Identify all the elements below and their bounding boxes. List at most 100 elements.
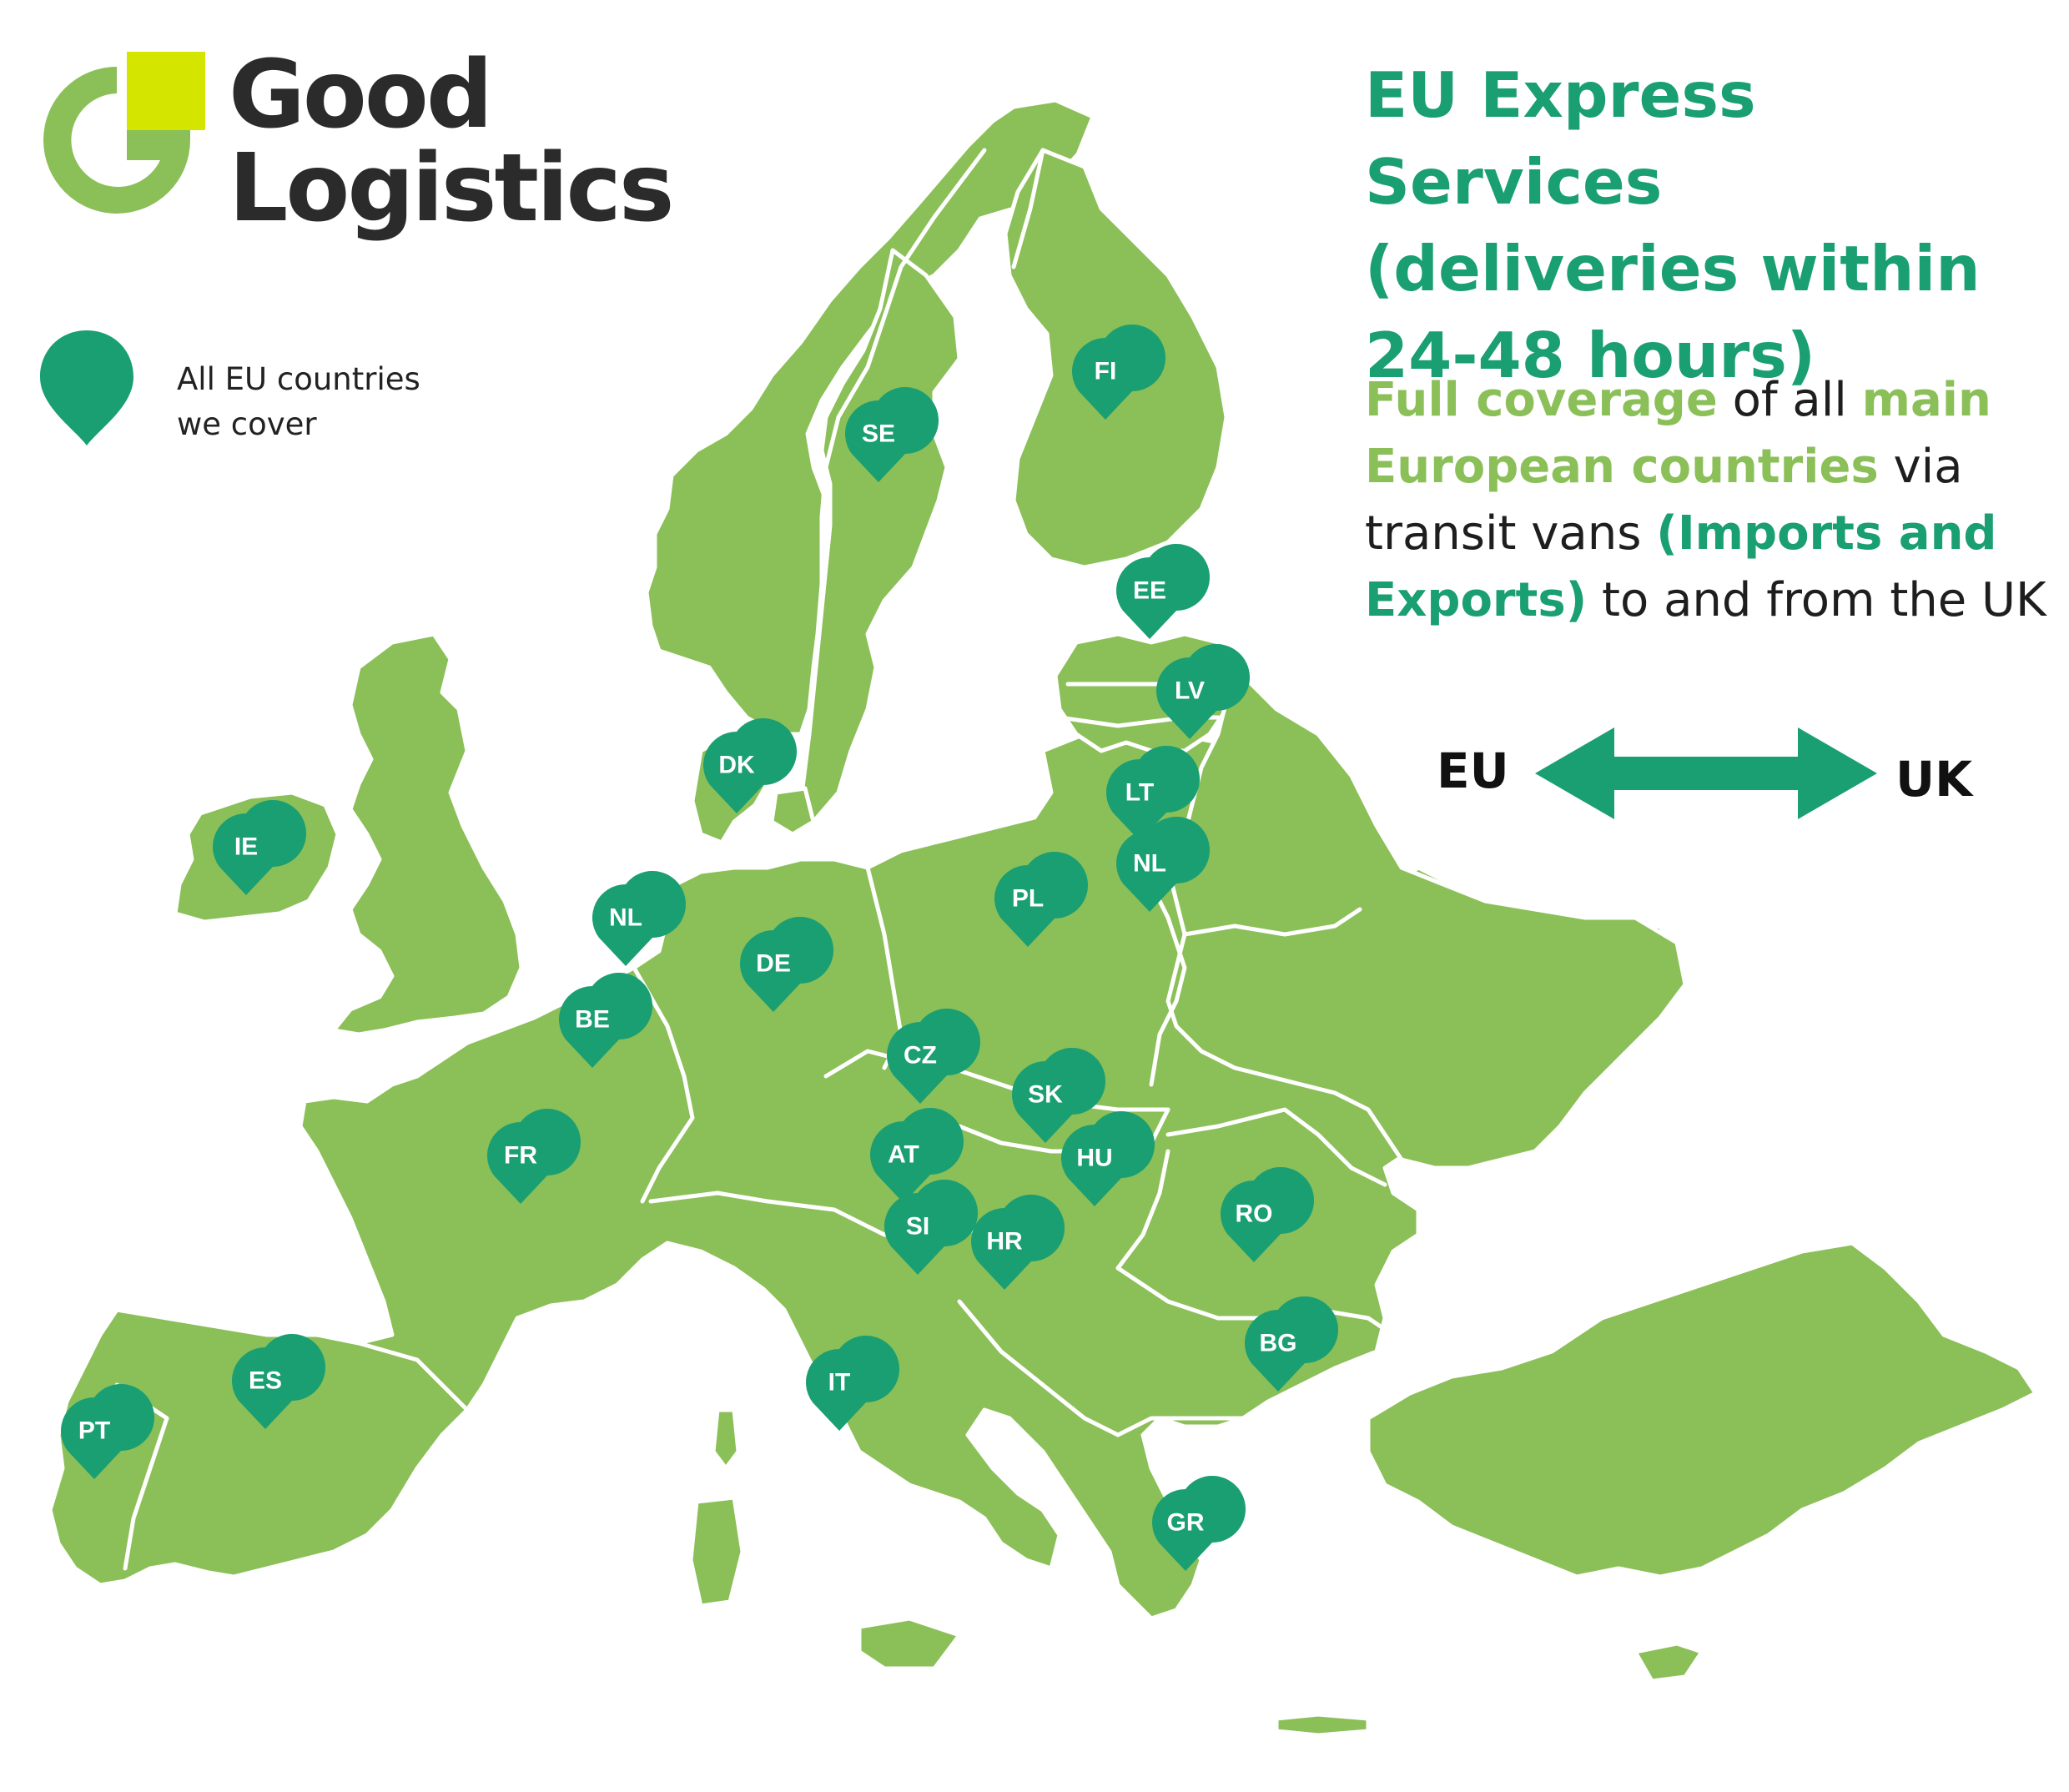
border-ru-east xyxy=(1182,907,1362,937)
pin-country-code: IT xyxy=(828,1369,851,1397)
border-balkans xyxy=(957,1299,1254,1437)
map-pin-pt: PT xyxy=(60,1384,154,1479)
route-to-label: UK xyxy=(1895,751,1973,808)
map-pin-icon xyxy=(592,870,686,966)
map-pin-icon xyxy=(1116,543,1211,639)
border-de-cz-at xyxy=(823,1049,1170,1112)
pin-country-code: DE xyxy=(756,950,791,978)
eastern-europe-land xyxy=(1165,665,1688,1170)
map-pin-se: SE xyxy=(844,387,939,482)
map-pin-gr: GR xyxy=(1151,1476,1246,1571)
map-pin-hr: HR xyxy=(971,1195,1065,1290)
pin-country-code: RO xyxy=(1236,1201,1273,1228)
desc-text-1: of all xyxy=(1717,373,1862,427)
map-pin-icon xyxy=(971,1195,1065,1290)
pin-country-code: LV xyxy=(1175,677,1205,705)
page-title: EU Express Services (deliveries within 2… xyxy=(1365,58,1981,392)
map-pin-bg: BG xyxy=(1244,1296,1338,1392)
map-pin-icon xyxy=(1116,817,1211,912)
map-pin-sk: SK xyxy=(1012,1048,1106,1143)
pin-country-code: FI xyxy=(1095,358,1117,385)
map-pin-icon xyxy=(40,330,133,445)
border-hu-ro xyxy=(1115,1149,1170,1271)
logo-word-logistics: Logistics xyxy=(229,134,675,243)
map-pin-lv: LV xyxy=(1156,643,1251,739)
corsica-land xyxy=(711,1407,741,1471)
turkey-land xyxy=(1366,1241,2038,1579)
map-pin-it: IT xyxy=(805,1336,899,1431)
double-arrow-icon xyxy=(1535,727,1877,819)
map-pin-icon xyxy=(870,1108,964,1203)
pin-country-code: NL xyxy=(609,904,642,932)
pin-country-code: DK xyxy=(718,752,755,779)
pin-country-code: ES xyxy=(249,1367,282,1395)
sicily-land xyxy=(857,1616,962,1671)
pins-layer: FI SE EE LV DK LT IE NL PL NL DE BE CZ SK FR AT HU SI HR RO… xyxy=(60,324,1338,1571)
pin-country-code: AT xyxy=(888,1141,919,1169)
map-pin-si: SI xyxy=(883,1180,978,1275)
cyprus-land xyxy=(1633,1641,1704,1684)
map-pin-fi: FI xyxy=(1072,324,1166,420)
border-fr-es xyxy=(356,1341,470,1412)
border-ro-ua xyxy=(1165,1107,1387,1187)
map-pin-icon xyxy=(1012,1048,1106,1143)
map-pin-dk: DK xyxy=(703,718,798,813)
pin-country-code: IE xyxy=(234,833,258,861)
map-pin-icon xyxy=(60,1384,154,1479)
scandinavia-land xyxy=(644,98,1095,737)
desc-text-2: via transit vans xyxy=(1365,440,1963,561)
map-pin-icon xyxy=(1072,324,1166,420)
map-pin-nl: NL xyxy=(592,870,686,966)
pin-country-code: SK xyxy=(1028,1081,1063,1109)
pin-country-code: PL xyxy=(1012,885,1044,913)
map-pin-icon xyxy=(805,1336,899,1431)
map-pin-icon xyxy=(1151,1476,1246,1571)
map-pin-icon xyxy=(559,973,653,1068)
map-pin-fr: FR xyxy=(486,1109,581,1204)
map-pin-ie: IE xyxy=(213,800,306,895)
map-pin-ro: RO xyxy=(1220,1167,1314,1262)
logo-word-good: Good xyxy=(229,41,493,149)
map-pin-es: ES xyxy=(231,1334,325,1429)
desc-text-3: to and from the UK xyxy=(1587,573,2046,627)
map-pin-at: AT xyxy=(870,1108,964,1203)
pin-country-code: SI xyxy=(906,1213,929,1241)
border-no-se xyxy=(819,148,987,586)
denmark-islands xyxy=(769,786,816,837)
great-britain-land xyxy=(331,632,524,1037)
pin-country-code: SE xyxy=(862,420,895,448)
highlight-full-coverage: Full coverage xyxy=(1365,373,1718,427)
pin-country-code: HU xyxy=(1076,1145,1112,1172)
map-pin-hu: HU xyxy=(1061,1110,1155,1206)
map-pin-pl: PL xyxy=(994,852,1088,947)
legend-label: All EU countries we cover xyxy=(177,361,420,442)
border-layer xyxy=(114,148,1396,1571)
map-pin-icon xyxy=(213,800,306,895)
border-se-fi xyxy=(1011,148,1045,269)
map-pin-icon xyxy=(1244,1296,1338,1392)
legend: All EU countries we cover xyxy=(37,327,454,452)
pin-country-code: BG xyxy=(1260,1330,1297,1357)
sardinia-land xyxy=(688,1495,745,1608)
pin-country-code: PT xyxy=(78,1417,110,1445)
map-pin-icon xyxy=(703,718,798,813)
map-pin-icon xyxy=(1156,643,1251,739)
pin-country-code: EE xyxy=(1133,577,1166,605)
map-pin-cz: CZ xyxy=(887,1009,980,1104)
coverage-description: Full coverage of all main European count… xyxy=(1365,367,2066,634)
pin-country-code: FR xyxy=(504,1142,537,1170)
border-fr-de xyxy=(632,965,695,1204)
good-logistics-logo: Good Logistics xyxy=(28,48,712,249)
pin-country-code: NL xyxy=(1133,850,1166,878)
map-pin-be: BE xyxy=(559,973,653,1068)
map-pin-icon xyxy=(1220,1167,1314,1262)
map-pin-de: DE xyxy=(740,917,833,1012)
pin-country-code: BE xyxy=(575,1006,610,1034)
map-pin-icon xyxy=(486,1109,581,1204)
pin-country-code: LT xyxy=(1125,779,1154,807)
logo-mark-icon xyxy=(43,52,205,214)
map-pin-icon xyxy=(1061,1110,1155,1206)
map-pin-icon xyxy=(883,1180,978,1275)
map-pin-nl: NL xyxy=(1116,817,1211,912)
